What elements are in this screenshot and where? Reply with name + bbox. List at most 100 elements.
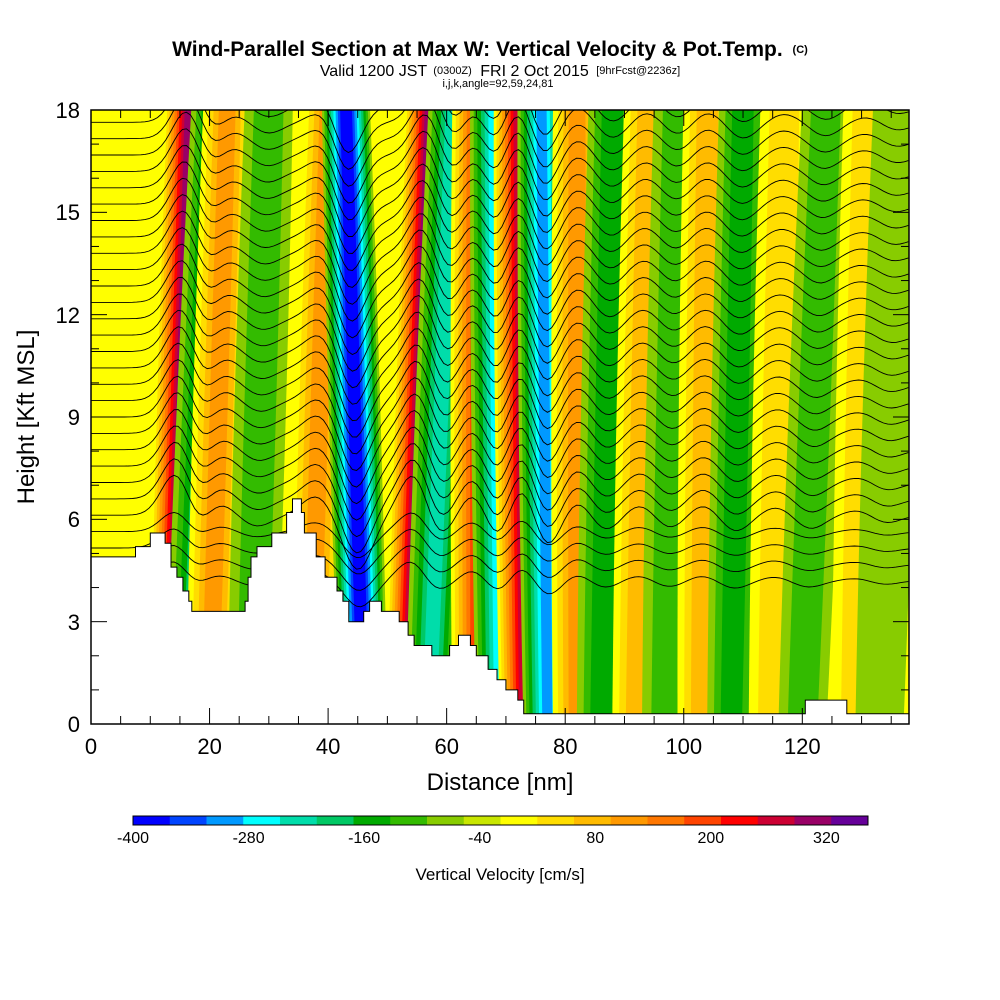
isentrope-28 (91, 110, 909, 170)
y-tick-label-3: 3 (68, 610, 80, 635)
isentrope-17 (91, 260, 909, 356)
isentrope-0 (91, 561, 909, 608)
colorbar-label-1: -280 (233, 830, 265, 847)
colorbar-swatch-12 (574, 816, 612, 825)
colorbar-swatch-0 (133, 816, 171, 825)
isentrope-23 (91, 161, 909, 254)
y-axis-label: Height [Kft MSL] (13, 330, 40, 505)
velocity-level-7-4 (422, 110, 460, 724)
velocity-level-21-0 (855, 110, 909, 724)
y-tick-labels: 0 3 6 9 12 15 18 (56, 98, 80, 737)
colorbar-label-0: -400 (117, 830, 149, 847)
colorbar-swatch-13 (610, 816, 648, 825)
colorbar-swatch-17 (757, 816, 795, 825)
colorbar-title: Vertical Velocity [cm/s] (415, 865, 584, 884)
colorbar-label-3: -40 (468, 830, 491, 847)
colorbar-swatch-6 (353, 816, 391, 825)
isentrope-19 (91, 227, 909, 322)
colorbar-swatch-11 (537, 816, 575, 825)
velocity-level-5-9 (342, 110, 368, 724)
potential-temperature-contours (91, 110, 909, 608)
isentrope-21 (91, 194, 909, 288)
y-tick-label-15: 15 (56, 200, 80, 225)
isentrope-26 (91, 111, 909, 204)
title-unit: (C) (793, 44, 809, 56)
chart-title: Wind-Parallel Section at Max W: Vertical… (172, 38, 808, 61)
colorbar-frame (132, 815, 869, 826)
isentrope-10 (91, 375, 909, 471)
y-tick-label-6: 6 (68, 507, 80, 532)
isentrope-16 (91, 276, 909, 372)
colorbar-swatch-18 (794, 816, 832, 825)
colorbar-label-5: 200 (697, 830, 724, 847)
isentrope-9 (91, 392, 909, 488)
isentrope-12 (91, 342, 909, 438)
isentrope-25 (91, 128, 909, 221)
isentrope-2 (91, 528, 909, 575)
isentrope-13 (91, 326, 909, 422)
colorbar-swatch-19 (831, 816, 869, 825)
isentrope-14 (91, 309, 909, 405)
isentrope-8 (91, 409, 909, 505)
subtitle-utc: (0300Z) (433, 65, 472, 77)
subtitle-fcst: [9hrFcst@2236z] (596, 65, 680, 77)
x-tick-label-60: 60 (434, 734, 458, 759)
velocity-band-19 (778, 110, 850, 724)
colorbar-labels: -400 -280 -160 -40 80 200 320 (117, 830, 840, 847)
colorbar-label-4: 80 (586, 830, 604, 847)
colorbar-swatch-4 (280, 816, 318, 825)
x-tick-label-80: 80 (553, 734, 577, 759)
terrain (91, 498, 909, 724)
y-tick-label-18: 18 (56, 98, 80, 123)
isentrope-22 (91, 177, 909, 271)
isentrope-24 (91, 145, 909, 237)
subtitle-date: FRI 2 Oct 2015 (480, 63, 589, 80)
x-tick-label-0: 0 (85, 734, 97, 759)
title-text: Wind-Parallel Section at Max W: Vertical… (172, 38, 783, 61)
colorbar-swatch-14 (647, 816, 685, 825)
isentrope-7 (91, 425, 909, 521)
x-tick-label-100: 100 (665, 734, 702, 759)
subtitle-valid: Valid 1200 JST (320, 63, 428, 80)
colorbar-swatch-7 (390, 816, 428, 825)
colorbar-swatch-2 (206, 816, 244, 825)
colorbar-swatch-9 (463, 816, 501, 825)
plot-area (91, 110, 909, 724)
isentrope-18 (91, 243, 909, 339)
chart-subtitle: Valid 1200 JST (0300Z) FRI 2 Oct 2015 [9… (320, 61, 680, 80)
colorbar-swatch-3 (243, 816, 281, 825)
colorbar (132, 815, 869, 826)
colorbar-swatch-1 (169, 816, 207, 825)
y-tick-label-12: 12 (56, 303, 80, 328)
isentrope-3 (91, 512, 909, 558)
x-tick-label-40: 40 (316, 734, 340, 759)
colorbar-swatch-8 (427, 816, 465, 825)
isentrope-27 (91, 110, 909, 187)
axis-ticks (90, 109, 909, 725)
colorbar-label-6: 320 (813, 830, 840, 847)
subtitle-ijk: i,j,k,angle=92,59,24,81 (442, 78, 553, 90)
velocity-level-11-6 (536, 110, 553, 724)
isentrope-20 (91, 210, 909, 305)
colorbar-swatch-15 (684, 816, 722, 825)
isentrope-29 (253, 110, 909, 154)
x-axis-label: Distance [nm] (427, 769, 574, 796)
isentrope-15 (91, 293, 909, 389)
x-tick-labels: 0 20 40 60 80 100 120 (85, 734, 821, 759)
x-tick-label-120: 120 (784, 734, 821, 759)
isentrope-1 (91, 545, 909, 591)
velocity-level-3-1 (236, 110, 284, 724)
colorbar-swatch-16 (721, 816, 759, 825)
x-tick-label-20: 20 (197, 734, 221, 759)
isentrope-11 (91, 359, 909, 455)
y-tick-label-9: 9 (68, 405, 80, 430)
velocity-band-21 (855, 110, 909, 724)
isentrope-4 (91, 474, 909, 570)
colorbar-swatch-10 (500, 816, 538, 825)
isentrope-6 (91, 441, 909, 538)
colorbar-label-2: -160 (348, 830, 380, 847)
colorbar-swatch-5 (316, 816, 354, 825)
velocity-level-19-1 (787, 110, 841, 724)
isentrope-5 (91, 458, 909, 554)
